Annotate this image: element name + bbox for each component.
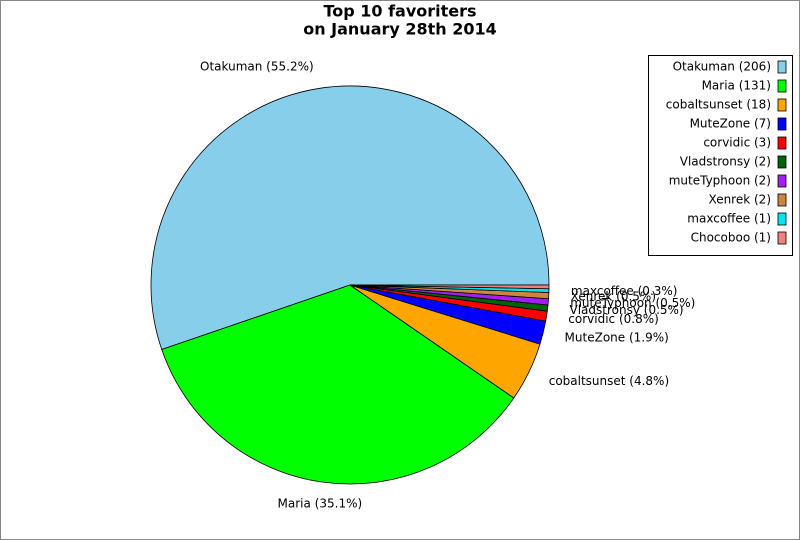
legend-label: muteTyphoon (2) (669, 174, 771, 188)
slice-label: Otakuman (55.2%) (200, 60, 314, 74)
legend-swatch (777, 231, 787, 245)
legend-label: cobaltsunset (18) (666, 98, 771, 112)
legend-swatch (777, 79, 787, 93)
pie-slice (161, 284, 515, 485)
slice-label: cobaltsunset (4.8%) (549, 374, 669, 388)
slice-label: corvidic (0.8%) (568, 312, 659, 326)
legend-swatch (777, 193, 787, 207)
legend-box (648, 55, 793, 256)
legend-label: Otakuman (206) (673, 60, 771, 74)
slice-label: Xenrek (0.5%) (571, 289, 656, 303)
legend-label: Xenrek (2) (709, 193, 771, 207)
legend-label: maxcoffee (1) (687, 212, 771, 226)
legend-swatch (777, 117, 787, 131)
legend-label: Chocoboo (1) (691, 231, 771, 245)
legend-label: Maria (131) (702, 79, 771, 93)
legend-label: Vladstronsy (2) (680, 155, 771, 169)
legend-label: corvidic (3) (703, 136, 771, 150)
legend-label: MuteZone (7) (690, 117, 771, 131)
pie-slice (150, 85, 550, 351)
pie-slice (349, 284, 550, 290)
chart-title: on January 28th 2014 (303, 20, 497, 39)
chart-title: Top 10 favoriters (323, 2, 476, 21)
legend-swatch (777, 136, 787, 150)
legend-swatch (777, 174, 787, 188)
legend-swatch (777, 98, 787, 112)
slice-label: maxcoffee (0.3%) (571, 284, 678, 298)
slice-label: MuteZone (1.9%) (565, 330, 669, 344)
slice-label: muteTyphoon (0.5%) (570, 296, 695, 310)
legend-swatch (777, 155, 787, 169)
slice-label: Maria (35.1%) (278, 496, 363, 510)
slice-label: Vladstronsy (0.5%) (570, 303, 684, 317)
legend-swatch (777, 60, 787, 74)
legend-swatch (777, 212, 787, 226)
